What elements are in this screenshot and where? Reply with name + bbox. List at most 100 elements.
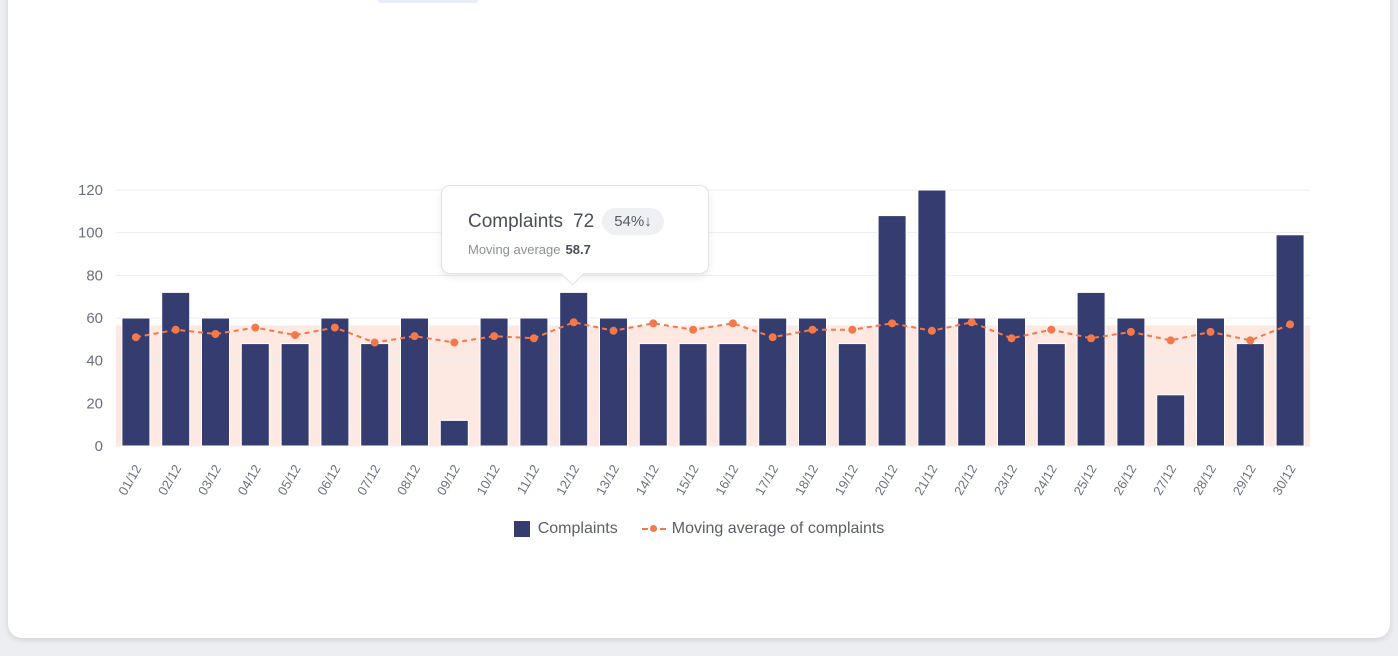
moving-average-point	[649, 319, 658, 328]
x-tick-label: 16/12	[712, 462, 741, 498]
chart-card	[8, 0, 1390, 638]
bar	[360, 343, 390, 447]
y-tick-label: 20	[86, 395, 103, 412]
x-tick-label: 23/12	[991, 462, 1020, 498]
x-tick-label: 21/12	[911, 462, 940, 498]
bar	[837, 343, 867, 447]
x-tick-label: 05/12	[274, 462, 303, 498]
y-tick-label: 60	[86, 310, 103, 327]
tooltip-secondary-value: 58.7	[565, 242, 591, 257]
bar	[678, 343, 708, 447]
moving-average-point	[1286, 320, 1295, 329]
x-tick-label: 22/12	[951, 462, 980, 498]
x-tick-label: 17/12	[752, 462, 781, 498]
legend-label-moving-average: Moving average of complaints	[671, 520, 885, 537]
x-tick-label: 20/12	[871, 462, 900, 498]
moving-average-point	[888, 319, 897, 328]
x-tick-label: 18/12	[792, 462, 821, 498]
bar	[559, 291, 589, 447]
moving-average-point	[768, 333, 777, 342]
x-tick-label: 27/12	[1150, 462, 1179, 498]
moving-average-point	[410, 332, 419, 341]
x-tick-label: 25/12	[1070, 462, 1099, 498]
x-tick-label: 08/12	[394, 462, 423, 498]
moving-average-point	[1246, 336, 1255, 345]
moving-average-point	[251, 323, 260, 332]
moving-average-point	[529, 334, 538, 343]
moving-average-point	[1206, 327, 1215, 336]
bar	[161, 291, 191, 447]
bar	[638, 343, 668, 447]
moving-average-point	[131, 333, 140, 342]
bar	[957, 317, 987, 447]
y-tick-label: 100	[78, 225, 103, 242]
x-tick-label: 13/12	[593, 462, 622, 498]
moving-average-point	[1087, 334, 1096, 343]
x-tick-label: 04/12	[235, 462, 264, 498]
x-tick-label: 19/12	[832, 462, 861, 498]
y-tick-label: 40	[86, 353, 103, 370]
bar	[1156, 394, 1186, 447]
moving-average-point	[1047, 325, 1056, 334]
x-tick-label: 24/12	[1031, 462, 1060, 498]
bar	[201, 317, 230, 447]
moving-average-point	[927, 326, 936, 335]
x-tick-label: 14/12	[633, 462, 662, 498]
moving-average-point	[330, 323, 339, 332]
tooltip-secondary: Moving average 58.7	[468, 242, 591, 257]
moving-average-point	[1007, 334, 1016, 343]
y-tick-label: 120	[78, 182, 103, 199]
bar	[439, 419, 469, 447]
x-tick-label: 06/12	[314, 462, 343, 498]
moving-average-point	[370, 338, 379, 347]
moving-average-point	[1126, 327, 1135, 336]
x-tick-label: 07/12	[354, 462, 383, 498]
tooltip-series-label: Complaints	[468, 210, 564, 232]
chart-legend: Complaints Moving average of complaints	[0, 520, 1398, 538]
bar	[917, 189, 947, 447]
bar	[798, 317, 827, 447]
moving-average-point	[171, 325, 180, 334]
moving-average-point	[1166, 336, 1175, 345]
x-tick-label: 26/12	[1110, 462, 1139, 498]
x-tick-label: 02/12	[155, 462, 184, 498]
bar	[1116, 317, 1146, 447]
x-tick-label: 29/12	[1230, 462, 1259, 498]
legend-item-moving-average[interactable]: Moving average of complaints	[641, 520, 885, 538]
bar	[1275, 234, 1305, 447]
bar	[240, 343, 270, 447]
moving-average-point	[291, 331, 300, 340]
moving-average-point	[808, 325, 817, 334]
moving-average-point	[967, 318, 976, 327]
arrow-down-icon: ↓	[644, 213, 652, 230]
moving-average-point	[490, 332, 499, 341]
y-tick-label: 80	[86, 267, 103, 284]
top-tab-indicator	[378, 0, 478, 3]
x-tick-label: 15/12	[672, 462, 701, 498]
bar	[599, 317, 628, 447]
moving-average-point	[450, 338, 459, 347]
moving-average-point	[569, 318, 578, 327]
moving-average-point	[211, 330, 220, 338]
moving-average-point	[848, 325, 857, 334]
bar	[877, 215, 907, 447]
bar	[280, 343, 310, 447]
x-tick-label: 03/12	[195, 462, 224, 498]
bar	[1196, 317, 1225, 447]
bar	[1076, 291, 1106, 447]
x-tick-label: 10/12	[473, 462, 502, 498]
x-tick-label: 01/12	[115, 462, 144, 498]
legend-item-complaints[interactable]: Complaints	[513, 520, 618, 538]
legend-swatch-line	[641, 524, 666, 534]
moving-average-point	[689, 325, 698, 334]
x-tick-label: 12/12	[553, 462, 582, 498]
bar	[1235, 343, 1265, 447]
tooltip-value: 72	[573, 210, 595, 232]
x-tick-label: 28/12	[1190, 462, 1219, 498]
legend-label-complaints: Complaints	[537, 520, 618, 537]
x-tick-label: 30/12	[1269, 462, 1298, 498]
bar	[718, 343, 748, 447]
average-band	[116, 325, 1310, 446]
tooltip-secondary-label: Moving average	[468, 242, 561, 257]
